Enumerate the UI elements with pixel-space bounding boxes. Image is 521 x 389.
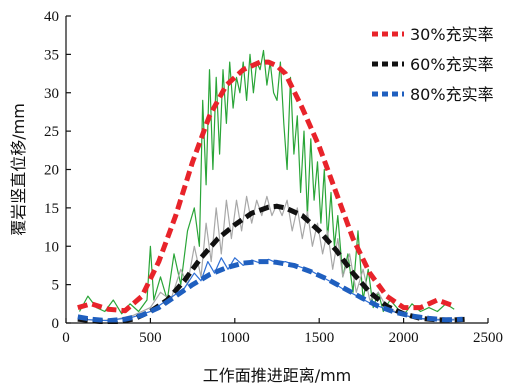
legend-label: 30%充实率 (410, 25, 494, 44)
x-tick-label: 2000 (389, 330, 419, 346)
plot-lines (77, 49, 468, 324)
x-tick-label: 1500 (304, 330, 334, 346)
y-axis-title: 覆岩竖直位移/mm (9, 103, 28, 236)
x-tick-label: 1000 (220, 330, 250, 346)
legend-label: 80%充实率 (410, 85, 494, 104)
y-tick-label: 25 (44, 124, 59, 140)
series-line-1 (77, 59, 456, 314)
x-axis-title: 工作面推进距离/mm (203, 366, 352, 385)
series-line-3 (77, 259, 463, 324)
axes: 0 500 1000 1500 2000 2500 0 5 10 15 20 25 30 35 40 (44, 9, 503, 346)
x-tick-label: 2500 (473, 330, 503, 346)
raw-trace-1 (78, 49, 455, 316)
legend-label: 60%充实率 (410, 55, 494, 74)
y-tick-label: 20 (44, 163, 59, 179)
y-tick-label: 5 (52, 278, 60, 294)
x-tick-label: 0 (62, 330, 70, 346)
y-tick-label: 15 (44, 201, 59, 217)
y-tick-label: 10 (44, 239, 59, 255)
legend: 30%充实率 60%充实率 80%充实率 (372, 25, 494, 104)
y-tick-label: 35 (44, 47, 59, 63)
x-tick-label: 500 (139, 330, 162, 346)
y-tick-label: 0 (52, 316, 60, 332)
y-tick-label: 40 (44, 9, 59, 25)
y-tick-label: 30 (44, 86, 59, 102)
